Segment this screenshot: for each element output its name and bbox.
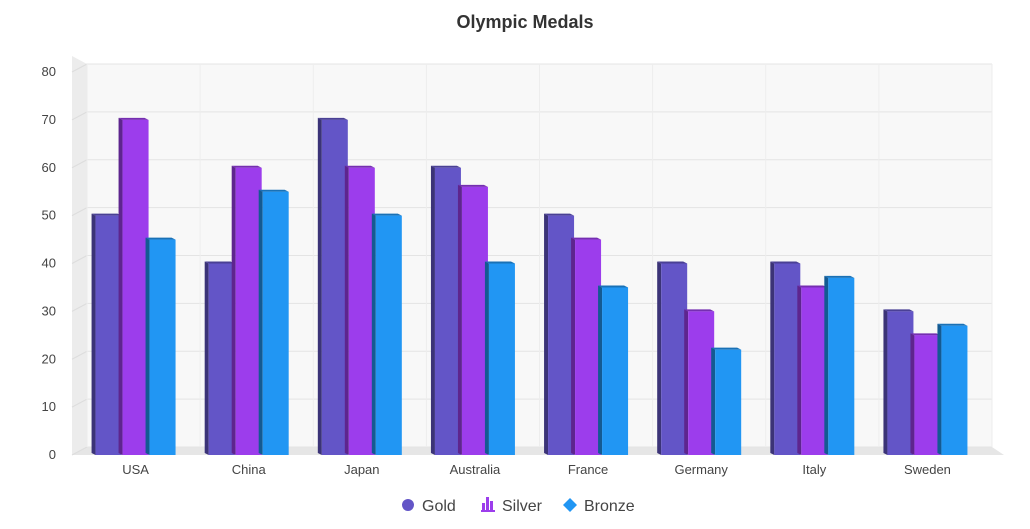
bar-gold-italy[interactable] [770,261,801,456]
bar-gold-china[interactable] [204,261,235,456]
y-axis-ticks: 0 10 20 30 40 50 60 70 80 [42,64,56,462]
bar-bronze-china[interactable] [258,189,289,455]
x-tick-label: China [232,462,267,477]
gridline-side [71,255,88,264]
y-tick-label: 80 [42,64,56,79]
bar-gold-germany[interactable] [657,261,688,456]
side-wall [72,56,87,455]
x-tick-label: Germany [674,462,728,477]
x-tick-label: USA [122,462,149,477]
y-tick-label: 70 [42,112,56,127]
y-tick-label: 0 [49,447,56,462]
gridline-side [71,446,88,456]
bars [91,117,968,456]
x-tick-label: Japan [344,462,379,477]
bar-gold-france[interactable] [544,213,575,455]
y-tick-label: 40 [42,256,56,271]
x-axis-ticks: USA China Japan Australia France Germany Italy… [122,462,951,477]
diamond-icon [563,498,577,512]
bar-silver-italy[interactable] [797,285,828,455]
legend: Gold Silver Bronze [402,497,635,515]
gridline-side [71,111,88,121]
bar-silver-japan[interactable] [344,165,375,455]
circle-icon [402,499,414,511]
bar-silver-france[interactable] [571,237,602,455]
bar-gold-australia[interactable] [430,165,461,455]
y-tick-label: 60 [42,160,56,175]
bar-bronze-france[interactable] [598,285,629,455]
bar-bronze-italy[interactable] [824,275,855,455]
y-tick-label: 50 [42,208,56,223]
legend-item-silver[interactable]: Silver [481,497,543,515]
y-tick-label: 20 [42,351,56,366]
gridline-side [71,207,88,217]
gridline-side [71,63,88,73]
legend-item-gold[interactable]: Gold [402,498,456,515]
legend-label: Silver [502,498,543,515]
bar-bronze-sweden[interactable] [937,323,968,455]
gridline-side [71,302,88,312]
bar-silver-sweden[interactable] [910,333,941,455]
chart-title: Olympic Medals [456,12,593,32]
bar-silver-china[interactable] [231,165,262,455]
column-chart-icon [481,497,495,512]
bar-bronze-australia[interactable] [484,261,515,456]
bar-gold-sweden[interactable] [883,309,914,455]
bar-silver-germany[interactable] [684,309,715,455]
bar-gold-usa[interactable] [91,213,122,455]
gridline-side [71,398,88,408]
bar-bronze-japan[interactable] [371,213,402,455]
bar-silver-australia[interactable] [457,184,488,455]
x-tick-label: Australia [450,462,501,477]
legend-label: Gold [422,498,456,515]
gridline-side [71,350,88,360]
bar-gold-japan[interactable] [317,117,348,455]
y-tick-label: 30 [42,303,56,318]
bar-bronze-germany[interactable] [711,347,742,455]
gridline-side [71,159,88,169]
x-tick-label: France [568,462,608,477]
bar-silver-usa[interactable] [118,117,149,455]
bar-bronze-usa[interactable] [145,237,176,455]
x-tick-label: Italy [802,462,826,477]
x-tick-label: Sweden [904,462,951,477]
legend-item-bronze[interactable]: Bronze [563,498,635,515]
legend-label: Bronze [584,498,635,515]
y-tick-label: 10 [42,399,56,414]
